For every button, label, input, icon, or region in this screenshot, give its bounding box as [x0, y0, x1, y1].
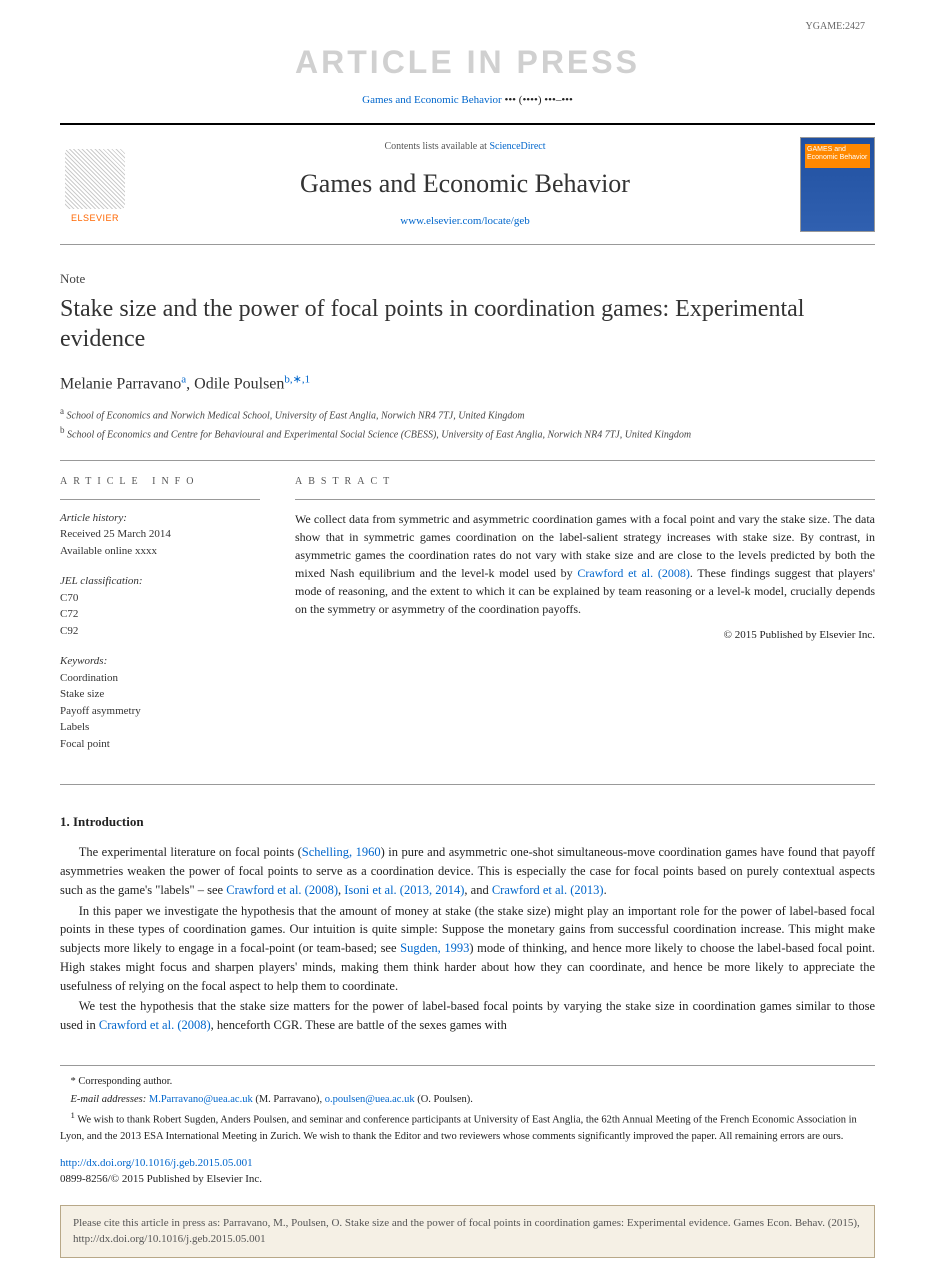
history-label: Article history: — [60, 510, 260, 527]
corresponding-author: * Corresponding author. — [60, 1074, 875, 1090]
jel-label: JEL classification: — [60, 573, 260, 590]
article-title: Stake size and the power of focal points… — [60, 294, 875, 354]
article-info-column: ARTICLE INFO Article history: Received 2… — [60, 475, 260, 767]
journal-link-top[interactable]: Games and Economic Behavior — [362, 94, 502, 106]
kw-5: Focal point — [60, 736, 260, 753]
para-2: In this paper we investigate the hypothe… — [60, 902, 875, 996]
received-date: Received 25 March 2014 — [60, 526, 260, 543]
cover-title: GAMES and Economic Behavior — [807, 146, 868, 161]
affiliation-b: b School of Economics and Centre for Beh… — [60, 425, 875, 441]
article-code: YGAME:2427 — [806, 20, 865, 34]
ref-crawford-2008-b[interactable]: Crawford et al. (2008) — [99, 1018, 211, 1032]
issn-line: 0899-8256/© 2015 Published by Elsevier I… — [60, 1173, 262, 1185]
elsevier-logo: ELSEVIER — [60, 145, 130, 225]
email-link-1[interactable]: M.Parravano@uea.ac.uk — [149, 1094, 253, 1105]
note-label: Note — [60, 270, 875, 288]
ref-crawford-2008[interactable]: Crawford et al. (2008) — [226, 883, 338, 897]
keywords-label: Keywords: — [60, 653, 260, 670]
kw-4: Labels — [60, 719, 260, 736]
author-2: Odile Poulsen — [194, 376, 284, 393]
author-2-affil-link[interactable]: b,∗,1 — [284, 376, 310, 393]
jel-2: C72 — [60, 606, 260, 623]
journal-header: ELSEVIER Contents lists available at Sci… — [60, 123, 875, 245]
elsevier-tree-icon — [65, 149, 125, 209]
abstract-text: We collect data from symmetric and asymm… — [295, 510, 875, 618]
elsevier-text: ELSEVIER — [71, 212, 119, 225]
para-1: The experimental literature on focal poi… — [60, 843, 875, 899]
top-citation: Games and Economic Behavior ••• (••••) •… — [60, 93, 875, 108]
citation-box: Please cite this article in press as: Pa… — [60, 1205, 875, 1258]
authors: Melanie Parravanoa, Odile Poulsenb,∗,1 — [60, 372, 875, 396]
author-1-affil-link[interactable]: a — [181, 376, 186, 393]
abstract-column: ABSTRACT We collect data from symmetric … — [295, 475, 875, 767]
para-3: We test the hypothesis that the stake si… — [60, 997, 875, 1035]
jel-3: C92 — [60, 623, 260, 640]
email-footnote: E-mail addresses: M.Parravano@uea.ac.uk … — [60, 1092, 875, 1108]
vol-placeholder: ••• (••••) •••–••• — [504, 94, 572, 106]
available-date: Available online xxxx — [60, 543, 260, 560]
sciencedirect-link[interactable]: ScienceDirect — [489, 141, 545, 152]
kw-2: Stake size — [60, 686, 260, 703]
section-1-heading: 1. Introduction — [60, 813, 875, 831]
copyright: © 2015 Published by Elsevier Inc. — [295, 628, 875, 643]
affiliation-a: a School of Economics and Norwich Medica… — [60, 406, 875, 422]
acknowledgment-footnote: 1 We wish to thank Robert Sugden, Anders… — [60, 1109, 875, 1144]
doi-block: http://dx.doi.org/10.1016/j.geb.2015.05.… — [60, 1156, 875, 1187]
kw-1: Coordination — [60, 670, 260, 687]
email-link-2[interactable]: o.poulsen@uea.ac.uk — [325, 1094, 415, 1105]
kw-3: Payoff asymmetry — [60, 703, 260, 720]
abstract-heading: ABSTRACT — [295, 475, 875, 489]
article-info-heading: ARTICLE INFO — [60, 475, 260, 489]
divider — [60, 460, 875, 461]
ref-isoni[interactable]: Isoni et al. (2013, 2014) — [344, 883, 464, 897]
journal-homepage-link[interactable]: www.elsevier.com/locate/geb — [400, 215, 529, 227]
footnotes: * Corresponding author. E-mail addresses… — [60, 1065, 875, 1145]
doi-link[interactable]: http://dx.doi.org/10.1016/j.geb.2015.05.… — [60, 1157, 253, 1169]
journal-name: Games and Economic Behavior — [145, 166, 785, 202]
ref-schelling[interactable]: Schelling, 1960 — [302, 845, 381, 859]
ref-crawford-2013[interactable]: Crawford et al. (2013) — [492, 883, 604, 897]
divider-2 — [60, 784, 875, 785]
author-1: Melanie Parravano — [60, 376, 181, 393]
jel-1: C70 — [60, 590, 260, 607]
abstract-ref-link[interactable]: Crawford et al. (2008) — [577, 566, 689, 580]
watermark: ARTICLE IN PRESS — [60, 40, 875, 85]
contents-line: Contents lists available at ScienceDirec… — [145, 140, 785, 154]
journal-cover-image: GAMES and Economic Behavior — [800, 137, 875, 232]
ref-sugden[interactable]: Sugden, 1993 — [400, 941, 469, 955]
